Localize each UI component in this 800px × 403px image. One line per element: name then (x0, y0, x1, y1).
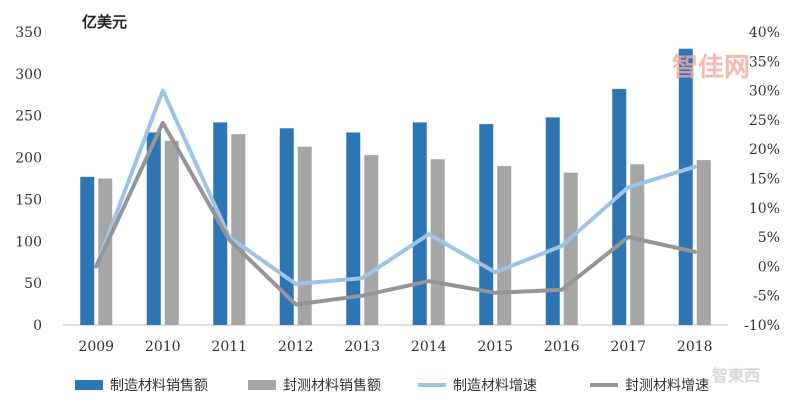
watermark-top: 智佳网 (672, 53, 750, 83)
y-left-tick-100: 100 (15, 234, 42, 250)
y-right-tick-10%: 10% (749, 201, 780, 217)
line-packaging-growth (94, 120, 697, 307)
bar-manufacturing-2018 (678, 48, 693, 325)
bar-packaging-2010 (164, 140, 179, 325)
x-tick-2016: 2016 (544, 339, 580, 355)
y-left-tick-150: 150 (15, 192, 42, 208)
y-right-tick--5%: -5% (753, 289, 780, 305)
bar-manufacturing-2017 (612, 88, 627, 325)
x-tick-2014: 2014 (411, 339, 447, 355)
y-right-tick-35%: 35% (749, 54, 780, 70)
bar-packaging-2013 (364, 155, 379, 325)
bars (80, 48, 711, 325)
x-tick-2015: 2015 (477, 339, 513, 355)
line-manufacturing-growth (94, 88, 697, 286)
x-tick-2018: 2018 (677, 339, 713, 355)
legend-label-4: 封测材料增速 (625, 378, 709, 394)
unit-label: 亿美元 (82, 13, 127, 31)
x-tick-2017: 2017 (610, 339, 646, 355)
bar-manufacturing-2015 (479, 124, 494, 325)
y-left-tick-200: 200 (15, 151, 42, 167)
bar-manufacturing-2010 (146, 132, 161, 325)
y-right-tick--10%: -10% (744, 318, 780, 334)
legend-label-2: 封测材料销售额 (283, 378, 381, 394)
x-tick-2013: 2013 (344, 339, 380, 355)
y-left-tick-350: 350 (15, 25, 42, 41)
x-tick-2009: 2009 (78, 339, 114, 355)
legend: 制造材料销售额 封测材料销售额 制造材料增速 封测材料增速 (75, 378, 709, 394)
legend-swatch-1 (75, 380, 103, 390)
y-left-tick-50: 50 (24, 276, 42, 292)
watermark-bottom: 智東西 (712, 366, 760, 385)
y-right-tick-0%: 0% (758, 259, 780, 275)
bar-manufacturing-2014 (412, 122, 427, 325)
tick-labels: 0 50 100 150 200 250 300 350 -10% -5% 0% 5% 10% 15% 20… (15, 25, 780, 355)
x-tick-2010: 2010 (145, 339, 181, 355)
bar-packaging-2015 (497, 165, 512, 325)
bar-packaging-2011 (231, 134, 246, 325)
y-right-tick-15%: 15% (749, 172, 780, 188)
x-tick-2012: 2012 (278, 339, 314, 355)
bar-packaging-2018 (696, 160, 711, 325)
y-right-tick-40%: 40% (749, 25, 780, 41)
bar-packaging-2012 (297, 146, 312, 325)
y-left-tick-0: 0 (33, 318, 42, 334)
bar-manufacturing-2009 (80, 176, 95, 325)
y-left-tick-250: 250 (15, 109, 42, 125)
lines (94, 88, 697, 307)
legend-swatch-2 (248, 380, 276, 390)
y-right-tick-25%: 25% (749, 113, 780, 129)
bar-packaging-2017 (630, 164, 645, 325)
y-right-tick-5%: 5% (758, 230, 780, 246)
legend-label-3: 制造材料增速 (453, 378, 537, 394)
bar-manufacturing-2016 (545, 117, 560, 325)
y-left-tick-300: 300 (15, 67, 42, 83)
legend-label-1: 制造材料销售额 (110, 378, 208, 394)
y-right-tick-20%: 20% (749, 142, 780, 158)
x-tick-2011: 2011 (211, 339, 247, 355)
bar-packaging-2016 (563, 172, 578, 325)
y-right-tick-30%: 30% (749, 84, 780, 100)
